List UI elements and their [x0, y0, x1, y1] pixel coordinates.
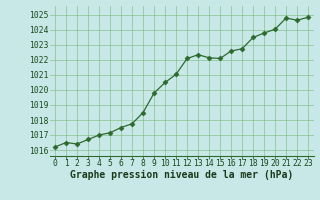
X-axis label: Graphe pression niveau de la mer (hPa): Graphe pression niveau de la mer (hPa) — [70, 170, 293, 180]
